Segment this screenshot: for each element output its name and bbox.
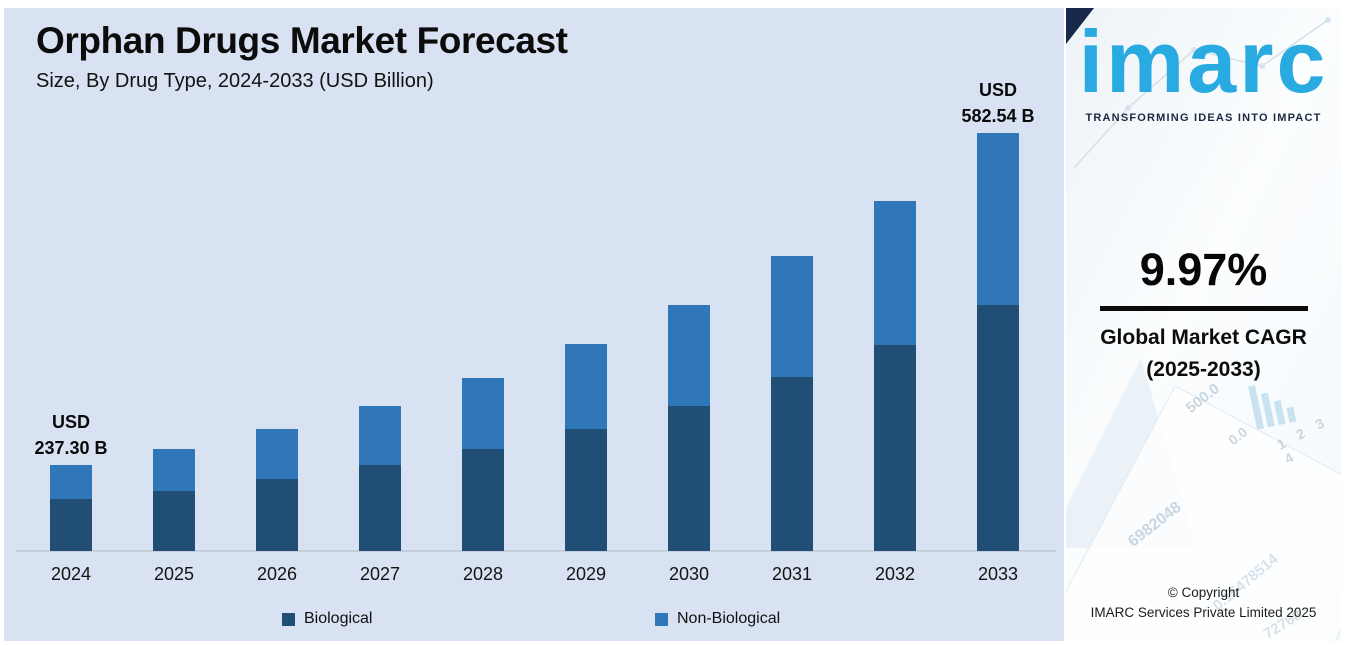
bar-2033-non-biological [977,133,1019,306]
x-axis-label-2032: 2032 [874,564,916,584]
imarc-tagline: TRANSFORMING IDEAS INTO IMPACT [1085,112,1322,124]
bar-2032-biological [874,345,916,551]
x-axis-label-2028: 2028 [462,564,504,584]
bar-2026-biological [256,479,298,551]
bar-2031-biological [771,377,813,551]
watermark-text: 1 2 3 4 [1274,412,1332,467]
bar-2028-non-biological [462,378,504,449]
bar-2028-biological [462,449,504,551]
bar-2030-non-biological [668,305,710,406]
bar-2031-non-biological [771,256,813,377]
bar-2033-biological [977,305,1019,551]
copyright-line: © Copyright [1167,585,1240,600]
legend-swatch-non-biological [655,612,668,626]
x-axis-label-2024: 2024 [50,564,92,584]
brand-panel: 500.0 0.0 1 2 3 4 6982048 0.15478514 727… [1066,8,1341,641]
bar-2025-biological [153,491,195,551]
cagr-label: Global Market CAGR [1100,326,1307,349]
legend-label-non-biological: Non-Biological [677,610,781,627]
corner-triangle-decoration [1066,8,1094,44]
x-axis-label-2027: 2027 [359,564,401,584]
imarc-logo-text: imarc [1078,12,1329,111]
legend-swatch-biological [282,612,295,626]
mountain-decoration [1066,358,1196,548]
x-axis-label-2031: 2031 [771,564,813,584]
x-axis-label-2030: 2030 [668,564,710,584]
x-axis-label-2025: 2025 [153,564,195,584]
bar-2027-biological [359,465,401,551]
cagr-period: (2025-2033) [1146,358,1261,381]
page-title: Orphan Drugs Market Forecast [36,20,568,61]
bar-2025-non-biological [153,449,195,491]
watermark-text: 0.0 [1225,423,1251,449]
paper-sheet-decoration [1066,385,1341,641]
bar-2030-biological [668,406,710,551]
x-axis-label-2029: 2029 [565,564,607,584]
bar-2024-biological [50,499,92,551]
x-axis-line [16,550,1056,552]
bar-2024-non-biological [50,465,92,499]
cagr-value: 9.97% [1139,244,1268,295]
value-annotation-2033: USD 582.54 B [961,80,1035,127]
plot-area: 2024 2025 2026 2027 2028 2029 2030 2031 2032 2033… [4,8,1064,641]
legend-item-non-biological: Non-Biological [655,610,780,628]
cagr-divider [1099,306,1308,311]
bar-2027-non-biological [359,406,401,465]
x-axis-label-2033: 2033 [977,564,1019,584]
legend-label-biological: Biological [304,610,373,627]
x-axis-label-2026: 2026 [256,564,298,584]
bar-2026-non-biological [256,429,298,479]
mini-bar-chart-decoration [1248,376,1297,430]
bar-2029-non-biological [565,344,607,429]
bar-2029-biological [565,429,607,551]
imarc-logo: imarc [1066,15,1341,108]
legend-item-biological: Biological [282,610,372,628]
copyright-company-line: IMARC Services Private Limited 2025 [1090,605,1317,620]
page-subtitle: Size, By Drug Type, 2024-2033 (USD Billi… [36,70,434,92]
bar-2032-non-biological [874,201,916,345]
watermark-text: 500.0 [1182,380,1223,417]
watermark-text: 6982048 [1125,498,1185,551]
value-annotation-2024: USD 237.30 B [34,412,108,459]
chart-panel: Orphan Drugs Market Forecast Size, By Dr… [4,8,1064,641]
